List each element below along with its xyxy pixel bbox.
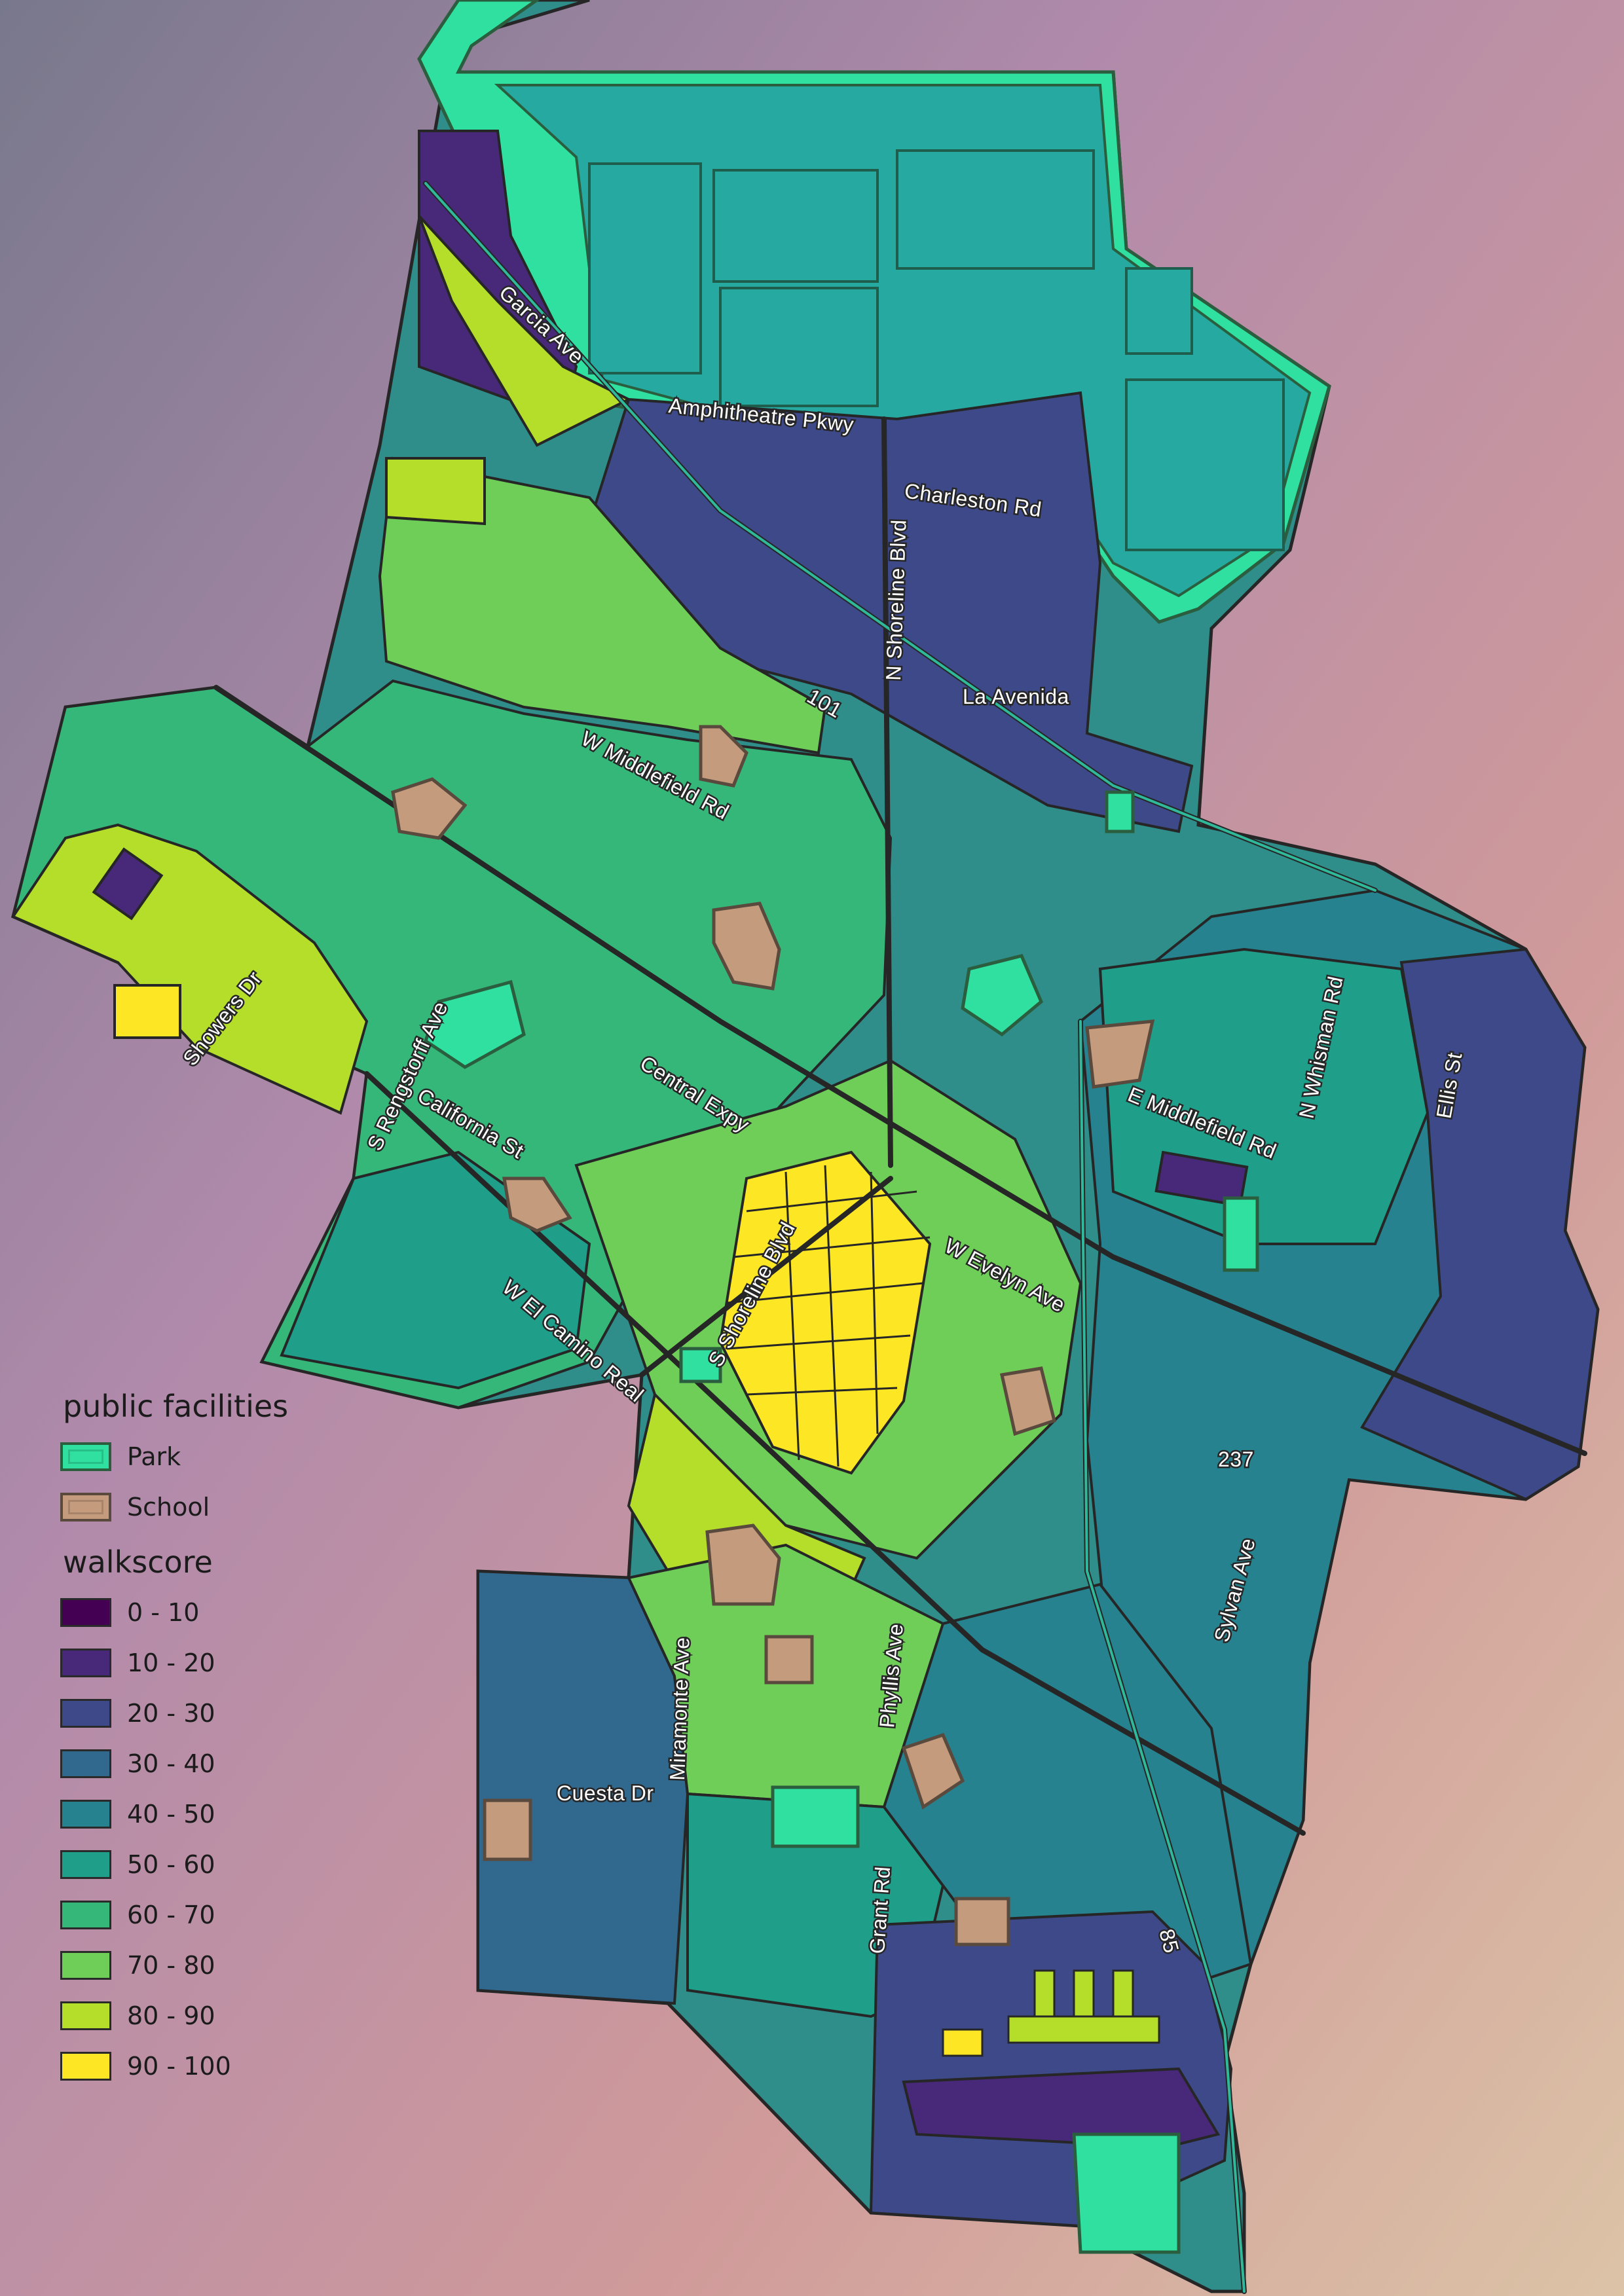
walkscore-swatch (60, 1799, 111, 1829)
park-swatch (60, 1442, 111, 1471)
walkscore-class: 70 - 80 (60, 1940, 335, 1990)
walkscore-swatch (60, 1698, 111, 1728)
south-purple (902, 2067, 1221, 2149)
highway-fills (424, 182, 1376, 2293)
legend-walkscore-title: walkscore (63, 1544, 213, 1580)
legend-label: 10 - 20 (127, 1648, 215, 1677)
park (1223, 1196, 1259, 1272)
walkscore-swatch (60, 2001, 111, 2030)
park (961, 954, 1044, 1037)
legend-label: School (127, 1492, 210, 1522)
legend-label: 30 - 40 (127, 1749, 215, 1778)
school (483, 1798, 532, 1861)
walkscore-swatch (60, 1597, 111, 1627)
walkscore-swatch (60, 1648, 111, 1677)
downtown-grid (726, 1165, 931, 1467)
park (679, 1347, 722, 1383)
park (424, 979, 526, 1069)
walkscore-swatch (60, 1850, 111, 1879)
walkscore-class: 60 - 70 (60, 1889, 335, 1940)
legend-item-park: Park (60, 1431, 335, 1482)
northwest-res (378, 456, 827, 755)
parks (424, 790, 1259, 1848)
walkscore-class: 40 - 50 (60, 1789, 335, 1839)
garcia-yellow (418, 215, 632, 447)
legend-label: 90 - 100 (127, 2051, 231, 2081)
school (391, 777, 468, 840)
park (771, 1785, 860, 1848)
walkscore-class: 50 - 60 (60, 1839, 335, 1889)
road-label: Cuesta Dr (557, 1781, 654, 1805)
legend-label: 60 - 70 (127, 1900, 215, 1929)
walkscore-class: 10 - 20 (60, 1637, 335, 1688)
legend-label: 20 - 30 (127, 1698, 215, 1728)
south-lime-strips (1007, 1969, 1160, 2044)
east-purple-block (1154, 1150, 1249, 1208)
west-yellow-block (113, 984, 181, 1039)
north-campus-blocks (588, 149, 1285, 551)
walkscore-class: 80 - 90 (60, 1990, 335, 2041)
legend-item-school: School (60, 1482, 335, 1532)
south-park (1072, 2132, 1181, 2254)
schools (391, 725, 1155, 1946)
school (712, 902, 781, 991)
south-yellow-block (942, 2028, 984, 2057)
west-purple-block (92, 847, 164, 920)
park (1105, 790, 1135, 833)
walkscore-class: 20 - 30 (60, 1688, 335, 1738)
legend: public facilities Park School walkscore … (60, 1387, 335, 2091)
school (764, 1635, 814, 1685)
legend-label: 40 - 50 (127, 1799, 215, 1829)
school (502, 1176, 572, 1233)
legend-label: 0 - 10 (127, 1597, 200, 1627)
road-label: 237 (1218, 1448, 1254, 1471)
walkscore-swatch (60, 1749, 111, 1778)
legend-label: 70 - 80 (127, 1950, 215, 1980)
walkscore-swatch (60, 2051, 111, 2081)
school (901, 1732, 965, 1810)
walkscore-swatch (60, 1950, 111, 1980)
school (954, 1897, 1010, 1946)
school (1085, 1019, 1155, 1089)
northwest-yellow (385, 457, 486, 526)
road-label: La Avenida (963, 685, 1069, 708)
legend-label: Park (127, 1442, 181, 1471)
walkscore-legend: walkscore 0 - 10 10 - 20 20 - 30 30 - 40… (60, 1542, 335, 2091)
walkscore-class: 0 - 10 (60, 1587, 335, 1637)
east-dark (1360, 947, 1600, 1501)
legend-facilities-title: public facilities (63, 1389, 289, 1424)
school (699, 725, 748, 788)
school (999, 1366, 1056, 1436)
walkscore-class: 90 - 100 (60, 2041, 335, 2091)
walkscore-swatch (60, 1900, 111, 1929)
school (705, 1523, 781, 1606)
school-swatch (60, 1492, 111, 1522)
walkscore-class: 30 - 40 (60, 1738, 335, 1789)
legend-label: 80 - 90 (127, 2001, 215, 2030)
legend-label: 50 - 60 (127, 1850, 215, 1879)
road-label: Miramonte Ave (665, 1637, 694, 1781)
